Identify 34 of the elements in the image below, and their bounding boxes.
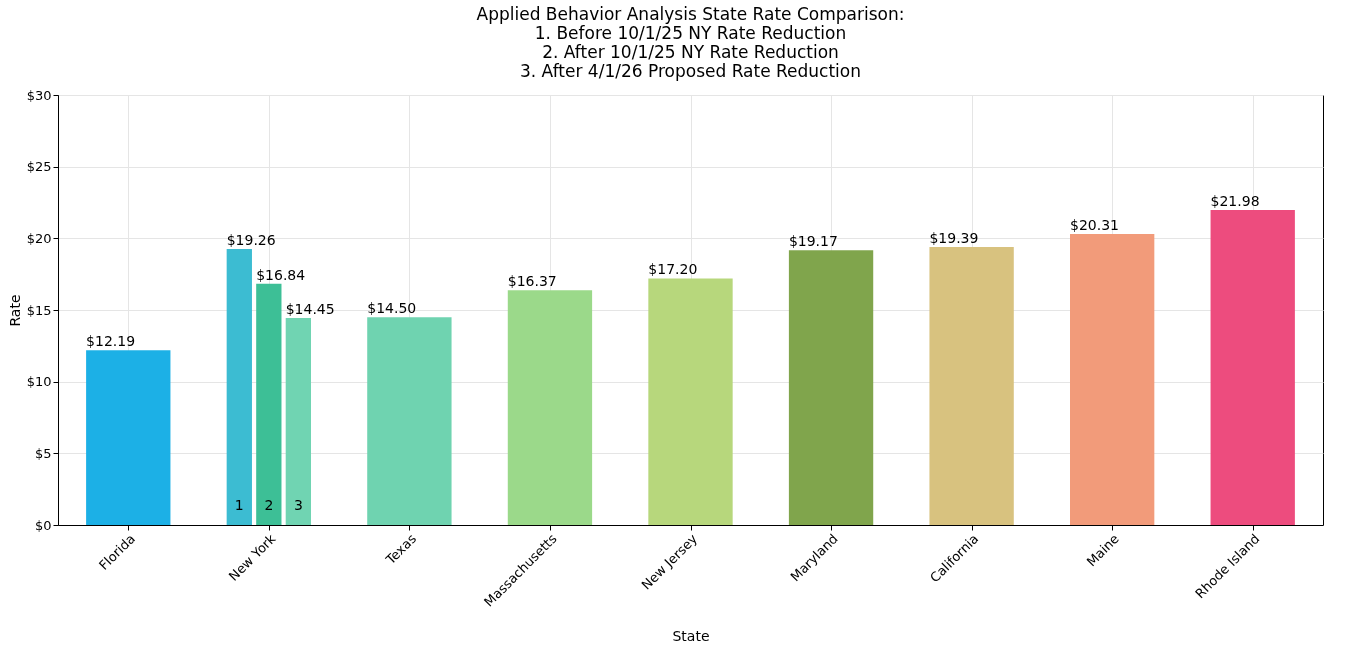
bar: [648, 278, 733, 525]
bar: [788, 250, 874, 525]
y-axis-title: Rate: [6, 294, 23, 327]
data-label: $16.84: [256, 266, 306, 283]
bar: [367, 317, 452, 525]
data-label: $19.17: [788, 233, 838, 250]
y-tick-label: $10: [26, 374, 52, 390]
data-label: $14.45: [285, 300, 335, 317]
bar: [256, 283, 282, 525]
chart-title: Applied Behavior Analysis State Rate Comparison: 1. Before 10/1/25 NY Rate Reduction 2. After 10/1/25 NY Rate Reduction 3. After 4/1/26 Proposed Rate Reduction: [476, 4, 905, 81]
bar: [507, 290, 593, 525]
data-label: $20.31: [1070, 216, 1119, 233]
data-label: $19.26: [226, 231, 276, 248]
y-tick-label: $15: [26, 302, 52, 318]
series-label: 1: [234, 497, 244, 513]
bar: [285, 317, 311, 525]
y-tick-label: $5: [34, 445, 52, 461]
series-label: 3: [293, 497, 303, 513]
y-tick-label: $0: [34, 517, 52, 533]
data-label: $14.50: [367, 300, 417, 317]
bar: [929, 247, 1014, 525]
y-tick-label: $25: [26, 159, 52, 175]
x-axis-title: State: [672, 627, 710, 644]
bar: [86, 350, 171, 525]
y-tick-label: $20: [26, 230, 52, 246]
series-label: 2: [264, 497, 274, 513]
data-label: $21.98: [1210, 192, 1260, 209]
data-label: $12.19: [86, 333, 136, 350]
data-label: $17.20: [648, 261, 698, 278]
data-label: $16.37: [507, 273, 557, 290]
bar: [1070, 233, 1155, 525]
y-tick-label: $30: [26, 87, 52, 103]
data-label: $19.39: [929, 230, 979, 247]
bar: [1210, 209, 1295, 525]
